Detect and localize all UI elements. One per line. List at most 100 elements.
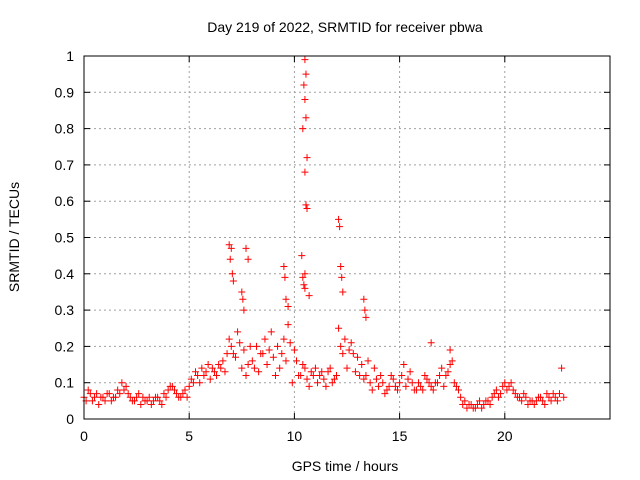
data-point	[139, 393, 147, 401]
data-point	[183, 393, 191, 401]
data-point	[261, 335, 269, 343]
data-point	[141, 397, 149, 405]
data-point	[84, 386, 92, 394]
data-point	[509, 386, 517, 394]
data-point	[284, 321, 292, 329]
data-point	[236, 339, 244, 347]
data-point	[532, 397, 540, 405]
data-point	[126, 393, 134, 401]
data-point	[175, 393, 183, 401]
data-point	[503, 386, 511, 394]
data-point	[206, 375, 214, 383]
data-point	[162, 393, 170, 401]
data-point	[330, 375, 338, 383]
plot-frame	[83, 55, 611, 420]
data-point	[364, 357, 372, 365]
data-point	[375, 382, 383, 390]
data-point	[459, 400, 467, 408]
data-point	[301, 168, 309, 176]
y-tick-label: 0.6	[55, 193, 75, 209]
data-point	[170, 386, 178, 394]
data-point	[398, 371, 406, 379]
data-point	[322, 382, 330, 390]
data-point	[368, 386, 376, 394]
data-point	[116, 390, 124, 398]
data-point	[300, 81, 308, 89]
data-point	[486, 400, 494, 408]
data-point	[425, 379, 433, 387]
data-point	[250, 364, 258, 372]
data-point	[328, 379, 336, 387]
data-point	[229, 350, 237, 358]
data-point	[173, 390, 181, 398]
data-point	[494, 393, 502, 401]
data-point	[149, 397, 157, 405]
data-point	[372, 375, 380, 383]
data-point	[387, 371, 395, 379]
data-point	[166, 382, 174, 390]
x-tick-label: 5	[185, 428, 193, 444]
data-point	[541, 400, 549, 408]
tick-labels: 00.10.20.30.40.50.60.70.80.910 5 10 15 20	[55, 48, 513, 444]
data-point	[391, 382, 399, 390]
data-point	[360, 375, 368, 383]
data-point	[101, 397, 109, 405]
data-point	[366, 379, 374, 387]
data-point	[242, 244, 250, 252]
data-point	[465, 400, 473, 408]
data-point	[337, 342, 345, 350]
data-point	[332, 371, 340, 379]
data-point	[440, 382, 448, 390]
data-point	[204, 361, 212, 369]
data-point	[558, 364, 566, 372]
data-point	[198, 364, 206, 372]
data-point	[303, 154, 311, 162]
data-point	[457, 393, 465, 401]
data-point	[389, 375, 397, 383]
x-axis-label: GPS time / hours	[292, 458, 399, 474]
data-point	[95, 400, 103, 408]
data-point	[281, 273, 289, 281]
data-point	[427, 382, 435, 390]
data-point	[345, 346, 353, 354]
data-point	[362, 313, 370, 321]
data-point	[210, 368, 218, 376]
data-point	[450, 379, 458, 387]
y-tick-label: 0.9	[55, 84, 75, 100]
data-point	[124, 390, 132, 398]
data-point	[244, 255, 252, 263]
data-point	[461, 397, 469, 405]
data-point	[324, 368, 332, 376]
data-point	[377, 371, 385, 379]
data-point	[147, 400, 155, 408]
data-point	[476, 397, 484, 405]
data-point	[301, 364, 309, 372]
y-tick-label: 0.3	[55, 302, 75, 318]
data-point	[446, 361, 454, 369]
data-point	[288, 379, 296, 387]
data-point	[301, 56, 309, 64]
x-tick-label: 0	[80, 428, 88, 444]
data-point	[298, 252, 306, 260]
data-point	[185, 382, 193, 390]
data-point	[135, 390, 143, 398]
data-point	[455, 386, 463, 394]
data-point	[360, 295, 368, 303]
grid-lines	[84, 56, 610, 419]
x-tick-label: 15	[392, 428, 408, 444]
data-point	[549, 390, 557, 398]
data-point	[305, 382, 313, 390]
data-point	[282, 295, 290, 303]
data-point	[228, 270, 236, 278]
data-point	[290, 346, 298, 354]
data-point	[438, 364, 446, 372]
data-point	[240, 346, 248, 354]
data-point	[482, 397, 490, 405]
data-point	[192, 368, 200, 376]
data-point	[227, 244, 235, 252]
data-point	[505, 382, 513, 390]
y-tick-label: 0.5	[55, 230, 75, 246]
data-point	[238, 364, 246, 372]
data-point	[223, 350, 231, 358]
